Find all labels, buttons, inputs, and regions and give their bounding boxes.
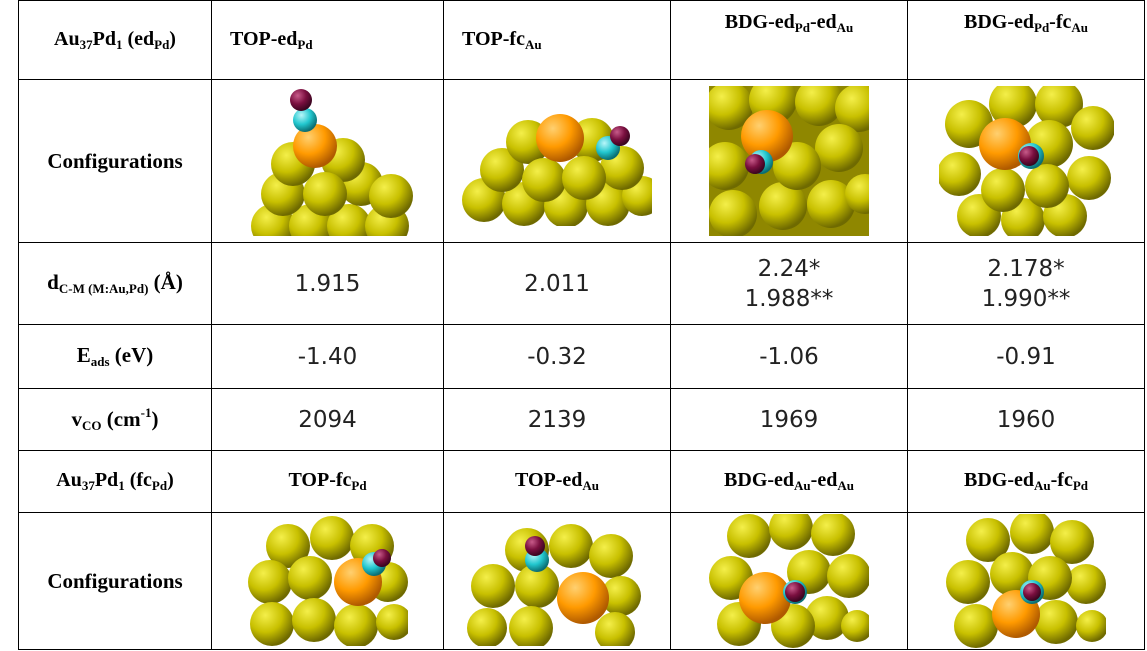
bond-distance-label: dC-M (M:Au,Pd) (Å) bbox=[18, 242, 212, 325]
pd-atom bbox=[739, 572, 791, 624]
pd-atom bbox=[741, 110, 793, 162]
adsorption-energy-label: Eads (eV) bbox=[18, 324, 212, 389]
row-adsorption-energy: Eads (eV) -1.40 -0.32 -1.06 -0.91 bbox=[18, 324, 1145, 389]
pd-atom bbox=[557, 572, 609, 624]
header-top-ed-pd: TOP-edPd bbox=[211, 0, 444, 80]
config-image-top-ed-pd bbox=[211, 79, 444, 243]
d-value-4: 2.178* 1.990** bbox=[907, 242, 1145, 325]
d-value-3: 2.24* 1.988** bbox=[670, 242, 908, 325]
v-value-4: 1960 bbox=[907, 388, 1145, 451]
oxygen-atom bbox=[1018, 146, 1039, 166]
section2-header-row: Au37Pd1 (fcPd) TOP-fcPd TOP-edAu BDG-edA… bbox=[18, 450, 1145, 513]
results-table: Au37Pd1 (edPd) TOP-edPd TOP-fcAu BDG-edP… bbox=[18, 0, 1145, 650]
header-top-ed-au: TOP-edAu bbox=[443, 450, 671, 513]
v-value-2: 2139 bbox=[443, 388, 671, 451]
section2-configurations-row: Configurations bbox=[18, 512, 1145, 650]
e-value-1: -1.40 bbox=[211, 324, 444, 389]
config-image-top-ed-au bbox=[443, 512, 671, 650]
header-top-fc-au: TOP-fcAu bbox=[443, 0, 671, 80]
oxygen-atom bbox=[785, 582, 805, 602]
configurations-label-2: Configurations bbox=[18, 512, 212, 650]
oxygen-atom bbox=[1023, 583, 1041, 601]
config-image-bdg-edau-fcpd bbox=[907, 512, 1145, 650]
pd-atom bbox=[292, 124, 337, 168]
row-bond-distance: dC-M (M:Au,Pd) (Å) 1.915 2.011 2.24* 1.98… bbox=[18, 242, 1145, 325]
section1-header-row: Au37Pd1 (edPd) TOP-edPd TOP-fcAu BDG-edP… bbox=[18, 0, 1145, 80]
header-bdg-edau-fcpd: BDG-edAu-fcPd bbox=[907, 450, 1145, 513]
config-image-bdg-edpd-fcau bbox=[907, 79, 1145, 243]
config-image-top-fc-pd bbox=[211, 512, 444, 650]
section2-corner-label: Au37Pd1 (fcPd) bbox=[18, 450, 212, 513]
carbon-atom bbox=[292, 108, 317, 132]
header-bdg-edpd-edau: BDG-edPd-edAu bbox=[670, 0, 908, 80]
oxygen-atom bbox=[525, 536, 545, 556]
e-value-4: -0.91 bbox=[907, 324, 1145, 389]
config-image-top-fc-au bbox=[443, 79, 671, 243]
e-value-3: -1.06 bbox=[670, 324, 908, 389]
oxygen-atom bbox=[745, 154, 765, 174]
e-value-2: -0.32 bbox=[443, 324, 671, 389]
header-top-fc-pd: TOP-fcPd bbox=[211, 450, 444, 513]
frequency-label: vCO (cm-1) bbox=[18, 388, 212, 451]
d-value-1: 1.915 bbox=[211, 242, 444, 325]
configurations-label: Configurations bbox=[18, 79, 212, 243]
section1-corner-label: Au37Pd1 (edPd) bbox=[18, 0, 212, 80]
header-bdg-edpd-fcau: BDG-edPd-fcAu bbox=[907, 0, 1145, 80]
oxygen-atom bbox=[372, 549, 391, 567]
pd-atom bbox=[978, 118, 1031, 170]
d-value-2: 2.011 bbox=[443, 242, 671, 325]
section1-configurations-row: Configurations bbox=[18, 79, 1145, 243]
config-image-bdg-edpd-edau bbox=[670, 79, 908, 243]
config-image-bdg-edau-edau bbox=[670, 512, 908, 650]
pd-atom bbox=[536, 114, 584, 162]
row-frequency: vCO (cm-1) 2094 2139 1969 1960 bbox=[18, 388, 1145, 451]
v-value-3: 1969 bbox=[670, 388, 908, 451]
v-value-1: 2094 bbox=[211, 388, 444, 451]
header-bdg-edau-edau: BDG-edAu-edAu bbox=[670, 450, 908, 513]
oxygen-atom bbox=[610, 126, 630, 146]
oxygen-atom bbox=[289, 89, 312, 111]
